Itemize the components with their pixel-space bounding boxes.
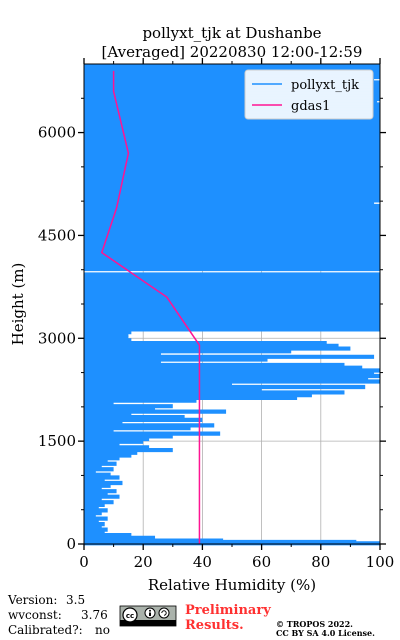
legend-label-pollyxt: pollyxt_tjk <box>291 78 359 93</box>
calibrated-value: no <box>95 623 110 637</box>
y-tick-label: 1500 <box>38 432 76 450</box>
gdas1-line <box>100 70 201 544</box>
x-tick-label: 80 <box>311 553 330 571</box>
chart-subtitle: [Averaged] 20220830 12:00-12:59 <box>102 43 363 61</box>
legend-label-gdas1: gdas1 <box>291 99 330 114</box>
y-tick-label: 6000 <box>38 124 76 142</box>
y-axis-label: Height (m) <box>9 263 27 346</box>
x-tick-label: 60 <box>252 553 271 571</box>
y-tick-label: 3000 <box>38 329 76 347</box>
y-tick-label: 0 <box>66 535 76 553</box>
wvconst-value: 3.76 <box>81 608 108 622</box>
x-axis-label: Relative Humidity (%) <box>148 576 316 594</box>
preliminary-line1: Preliminary <box>185 603 271 618</box>
version-label: Version: <box>7 593 57 607</box>
chart-title: pollyxt_tjk at Dushanbe <box>142 24 321 42</box>
version-value: 3.5 <box>66 593 85 607</box>
x-tick-label: 20 <box>134 553 153 571</box>
copyright-line2: CC BY SA 4.0 License. <box>276 628 375 638</box>
legend: pollyxt_tjk gdas1 <box>244 69 374 120</box>
x-tick-label: 100 <box>366 553 395 571</box>
calibrated-label: Calibrated?: <box>8 623 83 637</box>
copyright-line1: © TROPOS 2022. <box>276 619 353 629</box>
gdas1-series <box>100 70 201 544</box>
legend-box <box>244 69 374 120</box>
footer-info: Version: 3.5 wvconst: 3.76 Calibrated?: … <box>7 593 110 637</box>
preliminary-line2: Results. <box>185 618 244 633</box>
y-tick-label: 4500 <box>38 226 76 244</box>
svg-text:cc: cc <box>126 612 134 620</box>
wvconst-label: wvconst: <box>8 608 62 622</box>
cc-by-sa-badge-icon: cc <box>119 605 177 627</box>
x-tick-label: 40 <box>193 553 212 571</box>
tick-layer: 0 20 40 60 80 100 0 1500 3000 4500 6000 <box>38 58 395 571</box>
x-tick-label: 0 <box>79 553 89 571</box>
